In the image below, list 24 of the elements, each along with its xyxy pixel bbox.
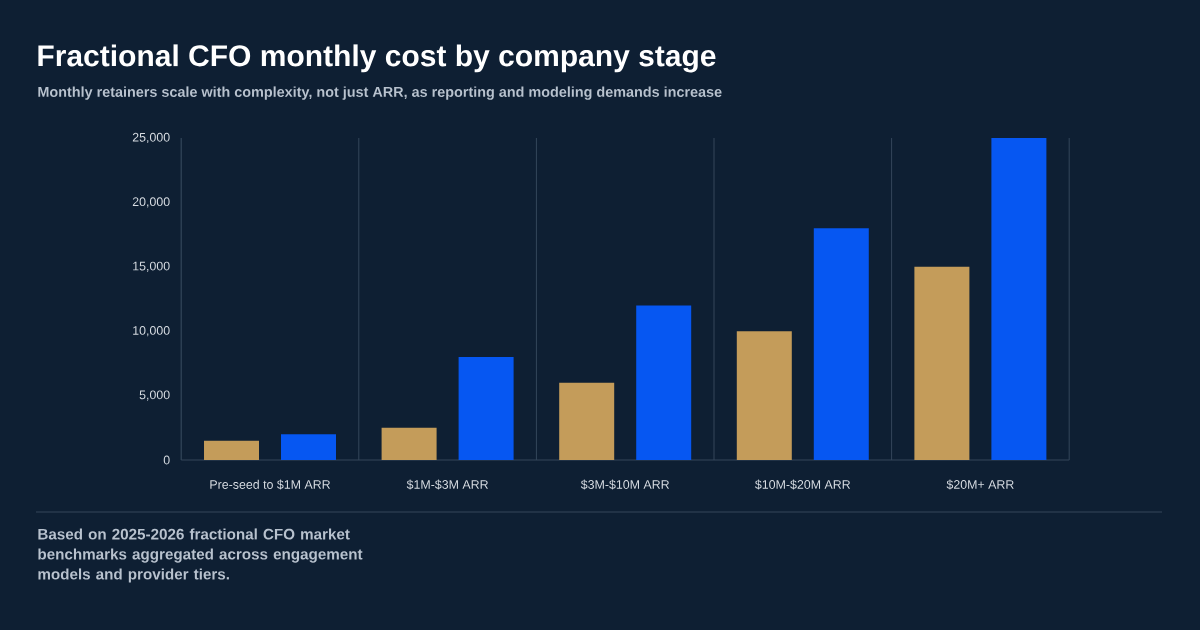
bar — [281, 434, 337, 460]
bar — [381, 427, 437, 460]
y-tick-label: 5,000 — [139, 390, 170, 401]
bar — [458, 356, 514, 460]
y-tick-label: 15,000 — [133, 261, 170, 272]
bar — [204, 440, 259, 460]
chart-subtitle: Monthly retainers scale with complexity, not just ARR, as reporting and modeling demands increase — [38, 86, 722, 100]
x-tick-label: $20M+ ARR — [946, 479, 1014, 490]
y-tick-label: 0 — [163, 455, 170, 465]
y-tick-label: 20,000 — [132, 197, 170, 208]
bar — [736, 331, 792, 460]
y-tick-label: 10,000 — [133, 326, 170, 337]
x-tick-label: $1M-$3M ARR — [406, 479, 488, 490]
bar — [991, 137, 1047, 460]
text: Based on 2025-2026 fractional CFO market benchmarks aggregated across engagement models and provider tiers. — [38, 528, 363, 583]
bar — [813, 228, 869, 460]
y-tick-label: 25,000 — [132, 132, 170, 144]
x-tick-label: $10M-$20M ARR — [755, 479, 851, 490]
chart-title: Fractional CFO monthly cost by company stage — [38, 44, 716, 73]
bar — [636, 305, 692, 460]
bar — [559, 382, 615, 460]
x-tick-label: $3M-$10M ARR — [580, 479, 670, 490]
x-tick-label: Pre-seed to $1M ARR — [210, 479, 331, 490]
bar — [914, 266, 970, 460]
